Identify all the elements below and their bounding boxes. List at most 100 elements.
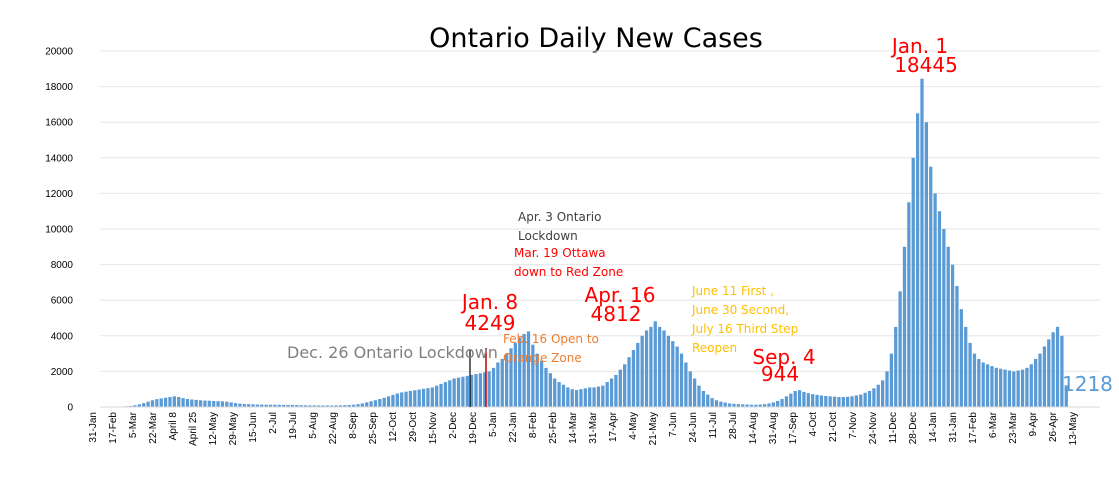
bar bbox=[504, 353, 509, 407]
bar bbox=[592, 387, 596, 407]
bar bbox=[150, 400, 155, 407]
bar bbox=[566, 387, 570, 407]
bar bbox=[1029, 364, 1033, 407]
bar bbox=[1020, 369, 1025, 407]
bar bbox=[369, 401, 373, 407]
bar bbox=[898, 291, 902, 407]
bar bbox=[815, 394, 819, 407]
x-tick-label: 17-Feb bbox=[108, 412, 119, 444]
bar bbox=[500, 358, 504, 407]
bar bbox=[714, 400, 719, 407]
bar bbox=[225, 401, 229, 407]
bar bbox=[920, 78, 924, 408]
bar bbox=[1016, 370, 1020, 407]
bar bbox=[413, 390, 417, 407]
bar bbox=[268, 404, 273, 407]
bar bbox=[950, 264, 955, 407]
bar bbox=[574, 390, 579, 407]
bar bbox=[216, 401, 220, 407]
x-tick-label: 11-Jul bbox=[708, 412, 719, 439]
mar19-annotation-line2: down to Red Zone bbox=[514, 265, 623, 279]
bar bbox=[754, 404, 758, 407]
x-tick-label: 21-May bbox=[648, 412, 659, 445]
x-tick-label: April 25 bbox=[188, 412, 199, 446]
bar bbox=[640, 335, 644, 407]
bar bbox=[832, 396, 837, 407]
bar bbox=[142, 403, 146, 407]
bar bbox=[985, 364, 990, 407]
bar bbox=[518, 337, 522, 407]
x-tick-label: 21-Oct bbox=[828, 412, 839, 442]
bar bbox=[588, 387, 592, 407]
bar bbox=[1034, 358, 1038, 407]
bar bbox=[937, 211, 942, 407]
bar bbox=[1042, 346, 1047, 407]
x-tick-label: 5-Aug bbox=[308, 412, 319, 439]
bar bbox=[688, 371, 692, 407]
bar bbox=[496, 362, 500, 407]
bar bbox=[452, 378, 456, 407]
bar bbox=[649, 326, 653, 407]
bar bbox=[430, 387, 434, 407]
y-tick-label: 10000 bbox=[45, 225, 73, 236]
bar bbox=[994, 367, 998, 407]
jan8-date-label: Jan. 8 bbox=[460, 290, 518, 314]
latest-value-label: 1218 bbox=[1062, 372, 1113, 396]
x-tick-label: 7-Nov bbox=[848, 412, 859, 439]
bar bbox=[723, 402, 727, 407]
x-tick-label: 31-Jan bbox=[88, 412, 99, 443]
bar bbox=[771, 402, 775, 407]
apr3-annotation-line1: Apr. 3 Ontario bbox=[518, 210, 601, 224]
bar bbox=[596, 386, 601, 407]
bar bbox=[465, 375, 469, 407]
x-tick-label: 22-Jan bbox=[508, 412, 519, 443]
bar bbox=[277, 404, 281, 407]
bar bbox=[1051, 332, 1055, 407]
bar bbox=[286, 404, 290, 407]
bar bbox=[968, 342, 972, 407]
bar bbox=[924, 122, 928, 407]
bar bbox=[391, 394, 395, 407]
bar bbox=[203, 400, 207, 407]
bar bbox=[325, 405, 330, 407]
y-tick-label: 6000 bbox=[51, 296, 74, 307]
bar bbox=[400, 392, 404, 407]
bar bbox=[706, 394, 710, 407]
bar bbox=[378, 398, 382, 407]
x-tick-label: 28-Dec bbox=[908, 412, 919, 444]
x-tick-label: 17-Sep bbox=[788, 412, 799, 445]
bar bbox=[583, 388, 587, 407]
bar bbox=[544, 367, 548, 407]
bar bbox=[1055, 326, 1060, 407]
bar bbox=[330, 405, 334, 407]
bar bbox=[198, 400, 203, 407]
bar bbox=[1064, 385, 1068, 407]
bar bbox=[885, 371, 889, 407]
x-tick-label: 14-Jan bbox=[928, 412, 939, 443]
bar bbox=[233, 403, 238, 407]
bar bbox=[609, 378, 614, 407]
sep4-value-label: 944 bbox=[761, 362, 799, 386]
bar bbox=[439, 383, 443, 407]
bar bbox=[308, 405, 312, 407]
x-tick-label: 4-May bbox=[628, 412, 639, 440]
bar bbox=[579, 389, 583, 407]
bar bbox=[356, 404, 360, 407]
bar bbox=[758, 404, 762, 407]
y-tick-label: 18000 bbox=[45, 82, 73, 93]
bar bbox=[636, 342, 640, 407]
feb16-annotation-line1: Feb. 16 Open to bbox=[503, 332, 599, 346]
x-tick-label: 22-Mar bbox=[148, 411, 159, 443]
bar bbox=[631, 350, 636, 407]
x-tick-label: 5-Mar bbox=[128, 411, 139, 438]
bar bbox=[902, 246, 907, 407]
bar bbox=[675, 346, 679, 407]
y-tick-label: 20000 bbox=[45, 47, 73, 58]
bar bbox=[316, 405, 321, 407]
x-tick-label: 4-Oct bbox=[808, 412, 819, 437]
bar bbox=[531, 344, 535, 407]
y-tick-label: 2000 bbox=[51, 367, 74, 378]
bar bbox=[959, 309, 963, 407]
bar bbox=[876, 384, 880, 407]
